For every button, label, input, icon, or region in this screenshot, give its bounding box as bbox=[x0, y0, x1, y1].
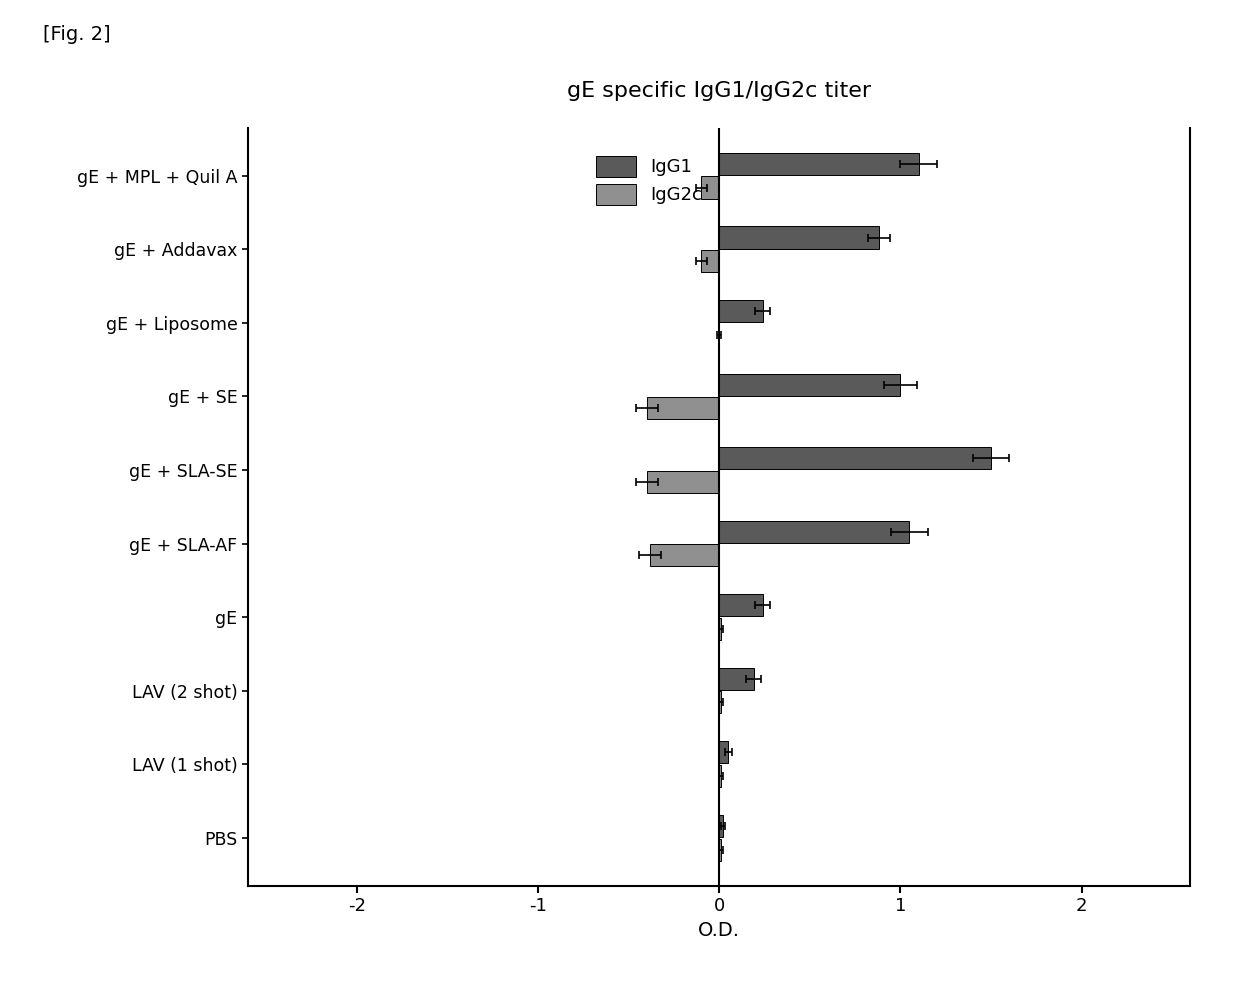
Bar bbox=[647, 470, 719, 493]
Bar bbox=[719, 300, 763, 322]
Bar bbox=[719, 594, 763, 616]
Legend: IgG1, IgG2c: IgG1, IgG2c bbox=[596, 155, 702, 205]
Bar bbox=[719, 447, 991, 469]
Bar bbox=[719, 618, 720, 640]
X-axis label: O.D.: O.D. bbox=[698, 921, 740, 940]
Bar bbox=[719, 741, 728, 764]
Bar bbox=[647, 398, 719, 419]
Bar bbox=[719, 374, 900, 396]
Bar bbox=[719, 692, 720, 713]
Bar bbox=[719, 815, 723, 837]
Bar bbox=[719, 153, 919, 175]
Bar bbox=[701, 250, 719, 273]
Bar bbox=[650, 544, 719, 567]
Title: gE specific IgG1/IgG2c titer: gE specific IgG1/IgG2c titer bbox=[567, 82, 872, 101]
Bar bbox=[719, 521, 909, 543]
Bar bbox=[719, 838, 720, 861]
Bar bbox=[701, 176, 719, 199]
Bar bbox=[719, 226, 879, 249]
Text: [Fig. 2]: [Fig. 2] bbox=[43, 25, 112, 43]
Bar bbox=[719, 765, 720, 787]
Bar bbox=[719, 668, 754, 690]
